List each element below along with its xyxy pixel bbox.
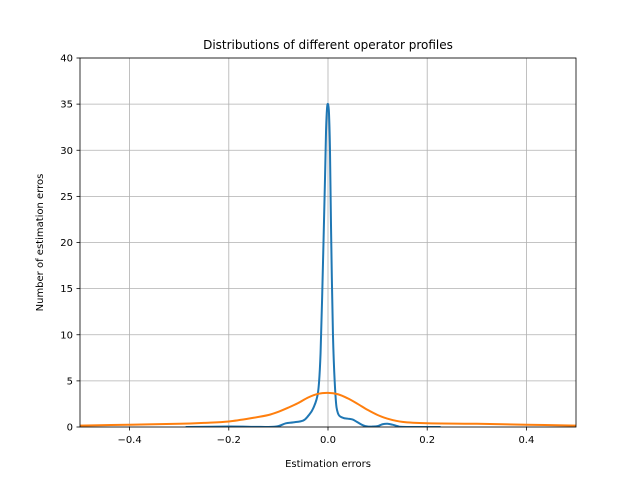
y-tick-label: 5 (67, 376, 73, 387)
y-axis-label: Number of estimation erros (35, 174, 46, 312)
x-tick-label: 0.4 (518, 435, 534, 446)
y-tick-label: 35 (60, 100, 73, 111)
x-tick-label: −0.2 (217, 435, 241, 446)
series-line-1 (185, 102, 441, 427)
x-axis: −0.4 −0.2 0.0 0.2 0.4 (117, 427, 534, 446)
x-axis-label: Estimation errors (285, 459, 371, 470)
chart-title: Distributions of different operator prof… (203, 38, 453, 52)
y-tick-label: 40 (60, 54, 73, 65)
y-tick-label: 15 (60, 284, 73, 295)
x-tick-label: 0.0 (320, 435, 336, 446)
x-tick-label: −0.4 (117, 435, 141, 446)
y-tick-label: 25 (60, 192, 73, 203)
series-line-2 (80, 391, 576, 427)
y-tick-label: 30 (60, 146, 73, 157)
plot-area (80, 102, 576, 427)
x-tick-label: 0.2 (419, 435, 435, 446)
y-axis: 0 5 10 15 20 25 30 35 40 (60, 54, 80, 434)
y-tick-label: 0 (67, 423, 73, 434)
y-tick-label: 10 (60, 330, 73, 341)
y-tick-label: 20 (60, 238, 73, 249)
